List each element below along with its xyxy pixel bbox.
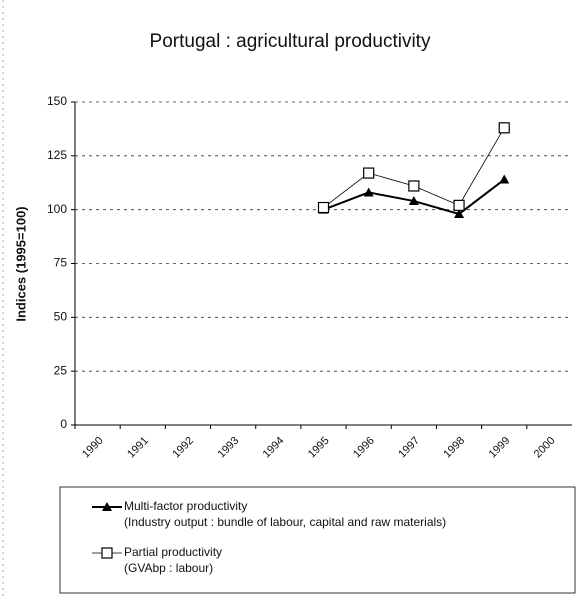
data-point: [454, 208, 465, 218]
x-tick-label: 2000: [532, 435, 558, 461]
x-tick-label: 1996: [351, 435, 377, 461]
y-tick-label: 150: [47, 94, 67, 108]
legend-label: Multi-factor productivity: [124, 499, 247, 513]
y-tick-label: 25: [54, 363, 68, 377]
y-tick-label: 0: [60, 417, 67, 431]
series-line: [323, 127, 505, 208]
y-tick-label: 50: [54, 310, 68, 324]
x-tick-label: 1991: [125, 435, 151, 461]
x-tick-label: 1992: [170, 435, 196, 461]
data-point: [499, 174, 510, 184]
legend-description: (Industry output : bundle of labour, cap…: [124, 515, 446, 529]
y-axis-label: Indices (1995=100): [13, 206, 28, 321]
data-point: [408, 180, 420, 192]
legend-label: Partial productivity: [124, 545, 222, 559]
x-tick-label: 1995: [306, 435, 332, 461]
data-point: [408, 196, 419, 206]
legend-marker: [102, 502, 112, 511]
data-point: [363, 167, 375, 179]
y-tick-label: 100: [47, 202, 67, 216]
data-point: [363, 187, 374, 197]
data-point: [317, 201, 330, 214]
x-tick-label: 1999: [487, 435, 513, 461]
x-tick-label: 1998: [441, 435, 467, 461]
legend-marker: [101, 547, 113, 559]
data-point: [453, 199, 465, 211]
data-point: [498, 122, 510, 134]
legend-box: [59, 486, 576, 594]
x-tick-label: 1994: [261, 435, 287, 461]
x-tick-label: 1993: [216, 435, 242, 461]
chart-title: Portugal : agricultural productivity: [150, 31, 431, 52]
y-tick-label: 75: [54, 256, 68, 270]
legend-description: (GVAbp : labour): [124, 561, 213, 575]
x-tick-label: 1990: [80, 435, 106, 461]
x-tick-label: 1997: [396, 435, 422, 461]
y-tick-label: 125: [47, 148, 67, 162]
